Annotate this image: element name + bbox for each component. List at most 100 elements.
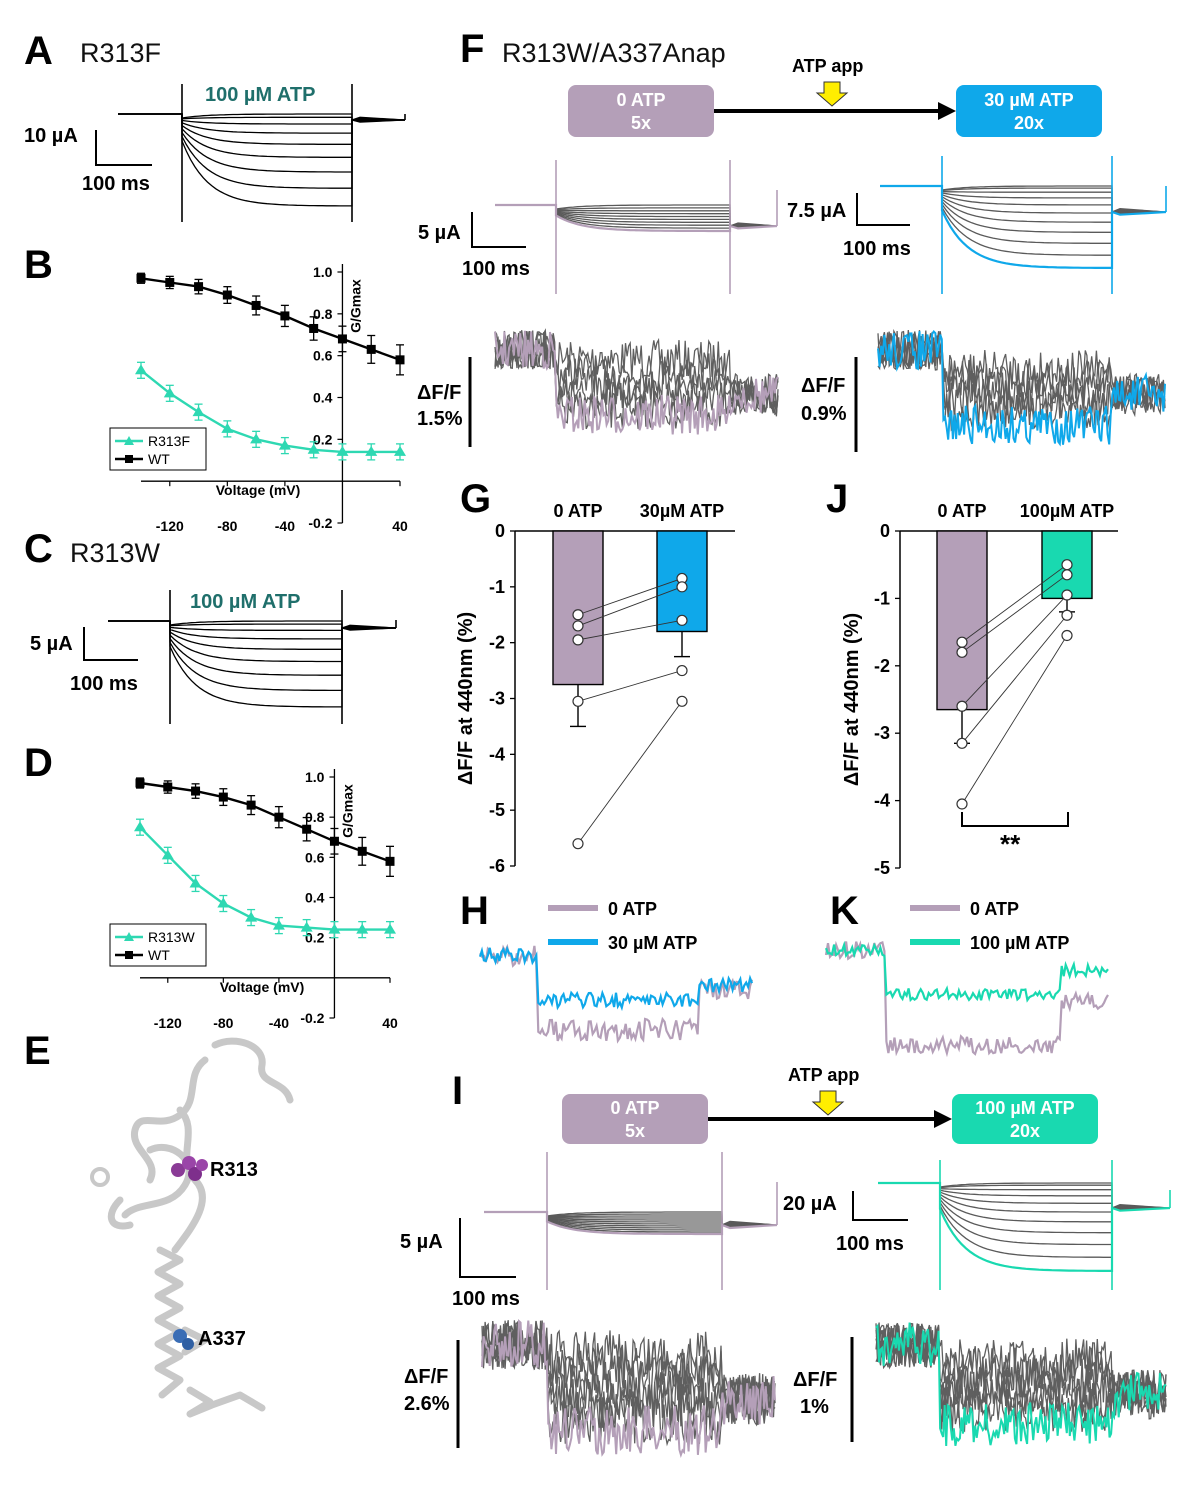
data-point [572, 609, 584, 621]
current-trace [880, 185, 1167, 233]
panel-i-protocol [562, 1094, 1098, 1144]
data-point-R313W [328, 923, 341, 934]
data-point [676, 581, 688, 593]
current-trace [118, 113, 406, 121]
panel-d-gv-plot: 1.0 0.8 0.6 0.4 0.2 -0.2 -120 -80 -40 40 Voltage (… [109, 769, 398, 1031]
legend-marker-R313W [124, 932, 134, 941]
panel-i-scale2-x: 100 ms [836, 1233, 904, 1255]
current-trace [108, 620, 397, 708]
data-point-R313F [135, 364, 147, 375]
panel-a-scale-x: 100 ms [82, 173, 150, 195]
y-tick-label: -4 [489, 744, 505, 764]
panel-k-legend-100atp: 100 µM ATP [970, 933, 1069, 953]
category-label: 0 ATP [553, 501, 602, 521]
y-tick-label: 0.8 [305, 809, 325, 825]
panel-a-current-traces [118, 84, 406, 222]
panel-letter-g: G [460, 477, 491, 521]
data-point-WT [329, 836, 339, 846]
panel-i-current-traces-0atp [484, 1152, 778, 1290]
data-point-WT [309, 323, 319, 333]
fluorescence-atp [824, 940, 1109, 1003]
current-trace [878, 1182, 1171, 1213]
y-tick-label: 0.2 [305, 930, 325, 946]
y-axis-label: G/Gmax [339, 784, 355, 838]
panel-i-df1-label: ΔF/F [404, 1366, 448, 1388]
data-point-WT [385, 856, 395, 866]
y-tick-label: -1 [874, 588, 890, 608]
panel-letter-j: J [826, 477, 848, 521]
panel-i-scale-bar-1 [459, 1218, 516, 1278]
data-point-R313F [221, 422, 234, 433]
data-point-WT [337, 334, 347, 344]
panel-letter-c: C [24, 527, 53, 571]
paired-line [961, 594, 1068, 707]
panel-i-fluorescence-0atp [481, 1319, 776, 1459]
fluorescence-trace-highlight [875, 1322, 1167, 1447]
panel-i-df1-value: 2.6% [404, 1393, 450, 1415]
data-point-WT [246, 800, 256, 810]
y-tick-label: 0.6 [305, 849, 325, 865]
panel-a-atp-label: 100 µM ATP [205, 84, 315, 106]
data-point-WT [136, 273, 146, 283]
panel-i-box1-line1: 0 ATP [610, 1098, 659, 1118]
panel-e-protein-structure [90, 1037, 294, 1418]
current-trace [495, 203, 778, 233]
panel-i-fluorescence-100atp [875, 1322, 1167, 1447]
panel-f-scale2-x: 100 ms [843, 238, 911, 260]
panel-k-fluorescence-overlay [824, 940, 1109, 1058]
panel-i-box2-line1: 100 µM ATP [975, 1098, 1074, 1118]
data-point-R313F [278, 439, 291, 450]
panel-letter-f: F [460, 27, 484, 71]
paired-line [577, 586, 683, 627]
data-point-WT [366, 344, 376, 354]
panel-letter-i: I [452, 1069, 463, 1113]
panel-f-box1-line2: 5x [631, 113, 651, 133]
panel-h-legend-30atp: 30 µM ATP [608, 933, 697, 953]
legend-label-WT: WT [148, 451, 170, 467]
legend-marker-WT [125, 455, 133, 463]
current-trace [495, 204, 778, 227]
panel-f-box1-line1: 0 ATP [616, 90, 665, 110]
x-tick-label: -40 [275, 518, 295, 534]
data-point [1061, 609, 1073, 621]
panel-c-scale-y: 5 µA [30, 633, 73, 655]
current-trace [880, 185, 1167, 213]
paired-line [577, 578, 683, 616]
panel-f-scale1-y: 5 µA [418, 222, 461, 244]
fluorescence-trace-highlight [877, 330, 1166, 447]
current-trace [108, 620, 397, 632]
legend-marker-WT [125, 951, 133, 959]
paired-line [577, 701, 683, 844]
panel-k-legend-0atp: 0 ATP [970, 899, 1019, 919]
data-point [1061, 589, 1073, 601]
panel-a-scale-bar [95, 130, 152, 166]
panel-f-protocol [568, 85, 1102, 137]
data-point-R313F [336, 445, 349, 456]
data-point-R313W [356, 923, 369, 934]
significance-stars: ** [1000, 829, 1021, 859]
category-label: 100µM ATP [1020, 501, 1114, 521]
panel-letter-h: H [460, 889, 489, 933]
data-point-R313F [307, 443, 320, 454]
fluorescence-trace-highlight [481, 1319, 776, 1459]
data-point-WT [274, 812, 284, 822]
current-trace [118, 113, 406, 158]
data-point-WT [194, 282, 204, 292]
x-tick-label: 40 [392, 518, 408, 534]
panel-f-title: R313W/A337Anap [502, 38, 726, 68]
panel-h-legend-0atp: 0 ATP [608, 899, 657, 919]
panel-c-atp-label: 100 µM ATP [190, 591, 300, 613]
x-tick-label: -80 [217, 518, 237, 534]
legend-label-WT: WT [148, 947, 170, 963]
panel-letter-d: D [24, 741, 53, 785]
fluorescence-trace-gray [875, 1322, 1167, 1433]
current-trace [878, 1182, 1171, 1209]
y-tick-label: -5 [874, 858, 890, 878]
atp-app-arrow-icon [815, 81, 849, 107]
series-line-WT [140, 277, 401, 362]
current-trace [878, 1182, 1171, 1209]
current-trace [484, 1210, 778, 1236]
panel-i-df2-value: 1% [800, 1396, 829, 1418]
panel-h-fluorescence-overlay [478, 943, 754, 1044]
panel-f-current-traces-30atp [880, 156, 1167, 294]
